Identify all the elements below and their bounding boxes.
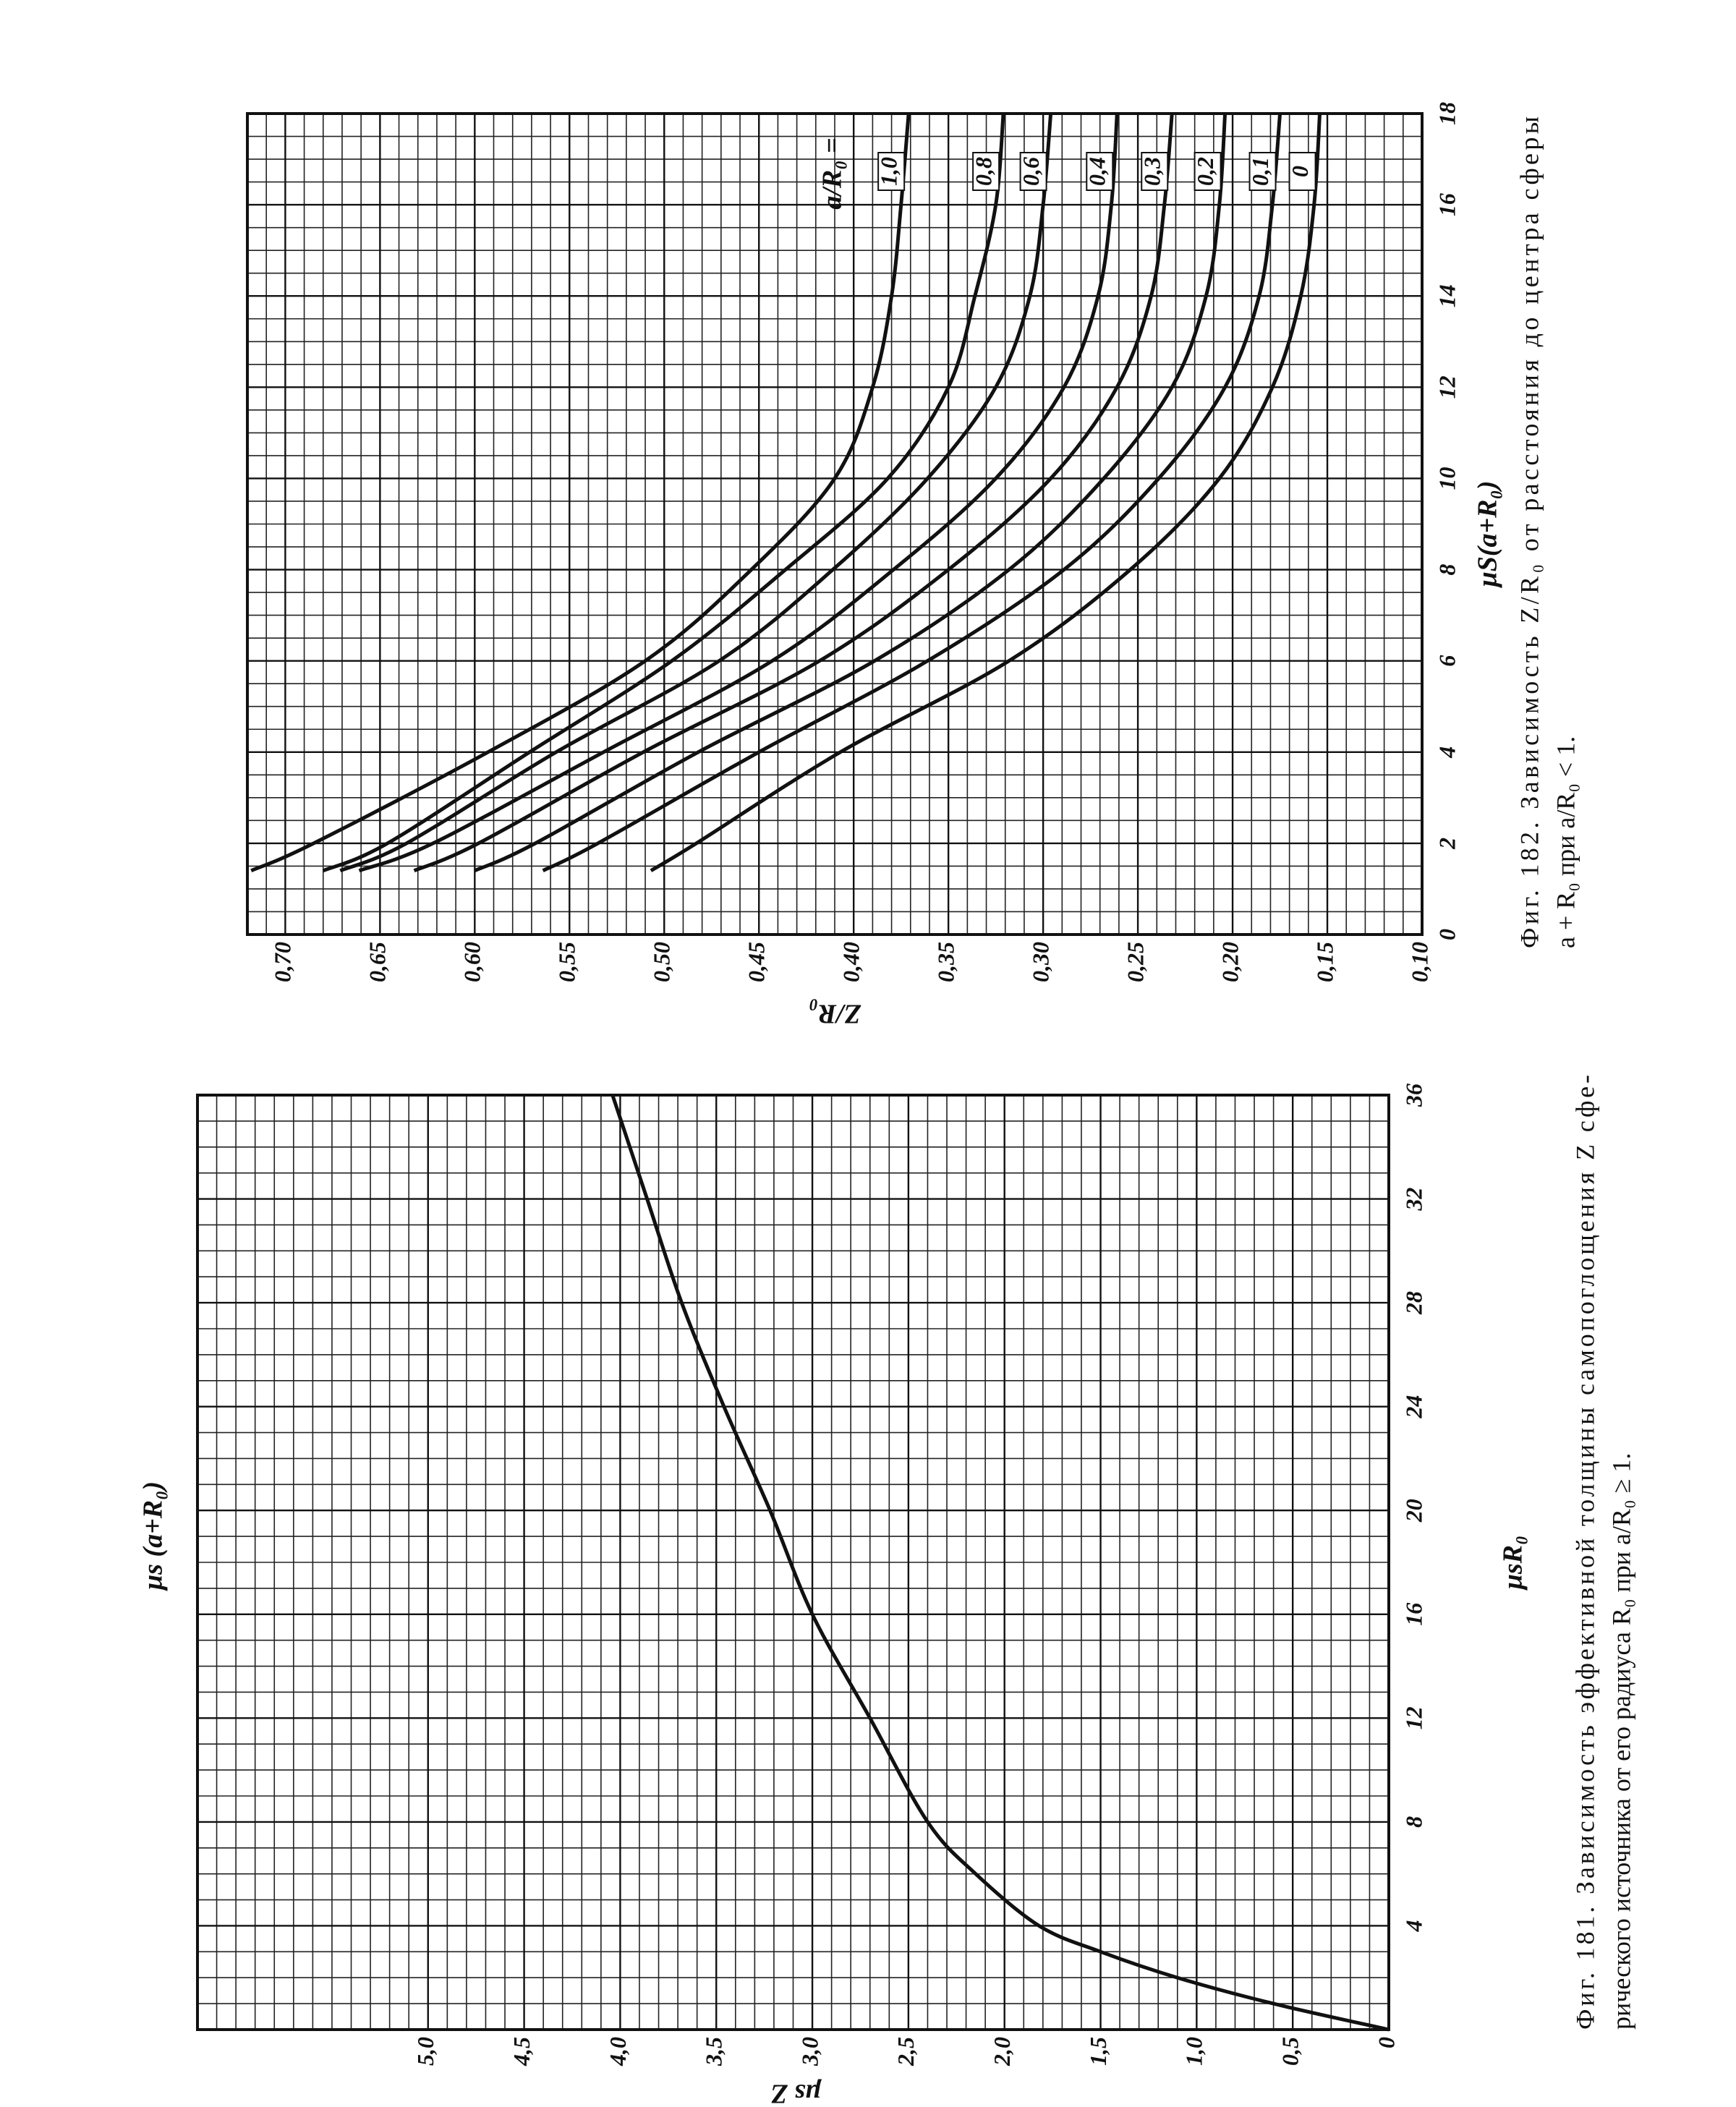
curve xyxy=(339,113,1053,873)
x-tick-label: 24 xyxy=(1400,1395,1426,1419)
legend-title: a/R₀ = xyxy=(817,137,848,209)
series-label-box xyxy=(1288,152,1316,191)
y-tick-label: 1,0 xyxy=(1181,2037,1207,2066)
x-axis-label: μsR₀ xyxy=(1498,1536,1528,1591)
y-tick-label: 0,15 xyxy=(1311,942,1337,982)
series-label-box xyxy=(1194,152,1222,191)
series-label: 0,6 xyxy=(1018,157,1044,186)
y-tick-label: 0,35 xyxy=(933,942,959,982)
x-axis-label: μS(a+R₀) xyxy=(1473,481,1503,589)
x-tick-label: 12 xyxy=(1434,375,1460,399)
caption-line: a + R₀ при a/R₀ < 1. xyxy=(1551,736,1580,948)
series-label: 0,2 xyxy=(1192,157,1218,186)
series-label-box xyxy=(972,152,1000,191)
curve xyxy=(322,113,1005,873)
x-tick-label: 16 xyxy=(1434,193,1460,216)
y-tick-label: 5,0 xyxy=(412,2037,438,2066)
series-label-box xyxy=(1086,152,1114,191)
y-tick-label: 0,55 xyxy=(554,942,580,982)
x-tick-label: 28 xyxy=(1400,1291,1426,1315)
y-tick-label: 0,50 xyxy=(649,942,675,982)
series-label: 0,4 xyxy=(1084,157,1110,186)
y-tick-label: 0,45 xyxy=(744,942,770,982)
curve xyxy=(413,113,1174,873)
annotation: μs (a+R₀) xyxy=(138,1481,169,1591)
y-tick-label: 1,5 xyxy=(1085,2037,1111,2066)
caption-line: Фиг. 181. Зависимость эффективной толщин… xyxy=(1570,1075,1599,2030)
curve xyxy=(610,1094,1390,2032)
series-label-box xyxy=(1019,152,1047,191)
series-label: 0,8 xyxy=(970,157,996,186)
series-label: 0,1 xyxy=(1247,157,1273,186)
x-tick-label: 0 xyxy=(1434,929,1460,940)
y-axis-label: Z/R₀ xyxy=(809,998,861,1029)
y-axis-label: μs Z xyxy=(771,2078,822,2107)
x-tick-label: 10 xyxy=(1434,467,1460,490)
x-tick-label: 32 xyxy=(1400,1188,1426,1212)
x-tick-label: 4 xyxy=(1400,1920,1426,1932)
series-label-box xyxy=(877,152,906,191)
caption-line: рического источника от его радиуса R₀ пр… xyxy=(1607,1453,1635,2030)
curve xyxy=(542,113,1282,872)
x-tick-label: 4 xyxy=(1434,746,1460,759)
y-tick-label: 0,40 xyxy=(838,942,864,982)
series-label-box xyxy=(1248,152,1277,191)
y-tick-label: 0,20 xyxy=(1217,942,1243,982)
x-tick-label: 8 xyxy=(1434,564,1460,576)
x-tick-label: 12 xyxy=(1400,1706,1426,1729)
x-tick-label: 14 xyxy=(1434,284,1460,307)
x-tick-label: 18 xyxy=(1434,102,1460,125)
y-tick-label: 0,70 xyxy=(270,942,296,982)
y-tick-label: 0,25 xyxy=(1122,942,1148,982)
caption-line: Фиг. 182. Зависимость Z/R₀ от расстояния… xyxy=(1515,116,1544,948)
x-tick-label: 20 xyxy=(1400,1499,1426,1523)
y-tick-label: 0,30 xyxy=(1027,942,1053,982)
y-tick-label: 0 xyxy=(1373,2037,1399,2048)
y-tick-label: 0,60 xyxy=(459,942,485,982)
curve xyxy=(650,113,1322,872)
series-label: 0,3 xyxy=(1139,157,1165,186)
x-tick-label: 6 xyxy=(1434,655,1460,667)
y-tick-label: 0,5 xyxy=(1277,2037,1303,2066)
curve xyxy=(250,113,911,873)
curve xyxy=(474,113,1227,873)
curve xyxy=(358,113,1119,873)
y-tick-label: 3,0 xyxy=(796,2037,822,2066)
y-tick-label: 3,5 xyxy=(701,2037,727,2066)
series-label: 0 xyxy=(1287,166,1313,177)
y-tick-label: 2,0 xyxy=(989,2037,1015,2066)
x-tick-label: 8 xyxy=(1400,1816,1426,1828)
x-tick-label: 36 xyxy=(1400,1084,1426,1107)
y-tick-label: 0,10 xyxy=(1406,942,1432,982)
plot-frame xyxy=(196,1094,1390,2031)
series-label: 1,0 xyxy=(875,157,901,186)
plot-frame xyxy=(246,112,1424,936)
y-tick-label: 4,5 xyxy=(509,2037,535,2066)
y-tick-label: 2,5 xyxy=(893,2037,919,2066)
x-tick-label: 2 xyxy=(1434,838,1460,850)
series-label-box xyxy=(1141,152,1169,191)
y-tick-label: 0,65 xyxy=(365,942,391,982)
x-tick-label: 16 xyxy=(1400,1603,1426,1626)
y-tick-label: 4,0 xyxy=(605,2037,631,2066)
